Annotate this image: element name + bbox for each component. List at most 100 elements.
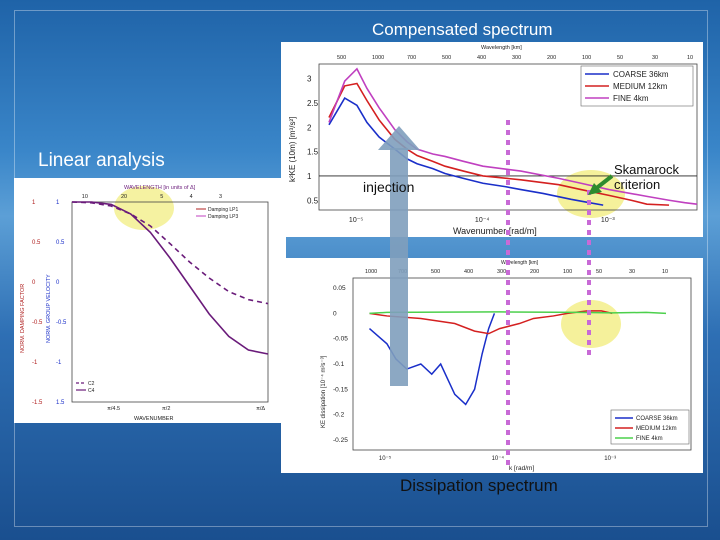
top-tick-label: 10 bbox=[687, 55, 693, 61]
top-axis-label: WAVELENGTH [in units of Δ] bbox=[124, 185, 196, 191]
top-axis-label: Wavelength [km] bbox=[481, 45, 522, 51]
y-tick-label: -0.2 bbox=[333, 412, 345, 419]
legend-entry: MEDIUM 12km bbox=[636, 426, 677, 432]
x-axis-label: k [rad/m] bbox=[509, 465, 534, 472]
x-tick-label: 10⁻⁴ bbox=[492, 455, 505, 462]
legend-entry: Damping LP3 bbox=[208, 214, 239, 220]
y-tick-label: 3 bbox=[307, 75, 312, 84]
legend-entry: MEDIUM 12km bbox=[613, 82, 668, 91]
bottom-tick-label: π/2 bbox=[162, 406, 170, 412]
y-tick-label: 2 bbox=[307, 123, 312, 132]
legend-entry: COARSE 36km bbox=[636, 416, 678, 422]
top-tick-label: 30 bbox=[629, 269, 635, 275]
injection-arrow-head bbox=[378, 126, 420, 150]
x-tick-label: 10⁻⁵ bbox=[379, 455, 392, 462]
series-line-coarse bbox=[328, 96, 604, 206]
x-tick-label: 10⁻³ bbox=[601, 217, 615, 224]
top-axis-label: Wavelength [km] bbox=[501, 260, 539, 266]
compensated-spectrum-panel: Wavelength [km] 500 1000 700 500 400 300 200 100… bbox=[281, 42, 703, 237]
left-tick-label: 1 bbox=[32, 200, 36, 206]
top-tick-label: 3 bbox=[219, 194, 222, 200]
y-axis-label-right: NORM. GROUP VELOCITY bbox=[46, 274, 52, 343]
top-tick-label: 300 bbox=[497, 269, 506, 275]
legend-entry: FINE 4km bbox=[613, 94, 649, 103]
top-tick-label: 500 bbox=[337, 55, 346, 61]
top-tick-label: 4 bbox=[190, 194, 193, 200]
top-tick-label: 100 bbox=[563, 269, 572, 275]
top-tick-label: 200 bbox=[547, 55, 556, 61]
series-line-c4 bbox=[72, 201, 269, 355]
top-tick-label: 10 bbox=[82, 194, 88, 200]
linear-analysis-panel: WAVELENGTH [in units of Δ] 10 20 5 4 3 π/4.5 π/… bbox=[14, 178, 286, 423]
plot-frame-bottom bbox=[352, 277, 692, 451]
y-tick-label: 0 bbox=[333, 310, 337, 317]
top-tick-label: 1000 bbox=[372, 55, 384, 61]
right-tick-label: 1.5 bbox=[56, 400, 65, 406]
top-tick-label: 50 bbox=[596, 269, 602, 275]
y-axis-label-left: NORM. DAMPING FACTOR bbox=[20, 284, 26, 353]
left-tick-label: -1 bbox=[32, 360, 38, 366]
y-axis-label: k²KE (10m) [m³/s²] bbox=[288, 117, 297, 182]
title-dissipation-spectrum: Dissipation spectrum bbox=[400, 476, 558, 495]
left-tick-label: 0.5 bbox=[32, 240, 41, 246]
y-axis-label: KE dissipation [10⁻⁴ m²s⁻³] bbox=[320, 355, 327, 428]
top-tick-label: 500 bbox=[431, 269, 440, 275]
y-tick-label: 2.5 bbox=[307, 99, 319, 108]
series-line-medium bbox=[328, 82, 670, 206]
top-tick-label: 700 bbox=[407, 55, 416, 61]
series-line-fine bbox=[369, 311, 667, 315]
legend-entry: C4 bbox=[88, 388, 95, 394]
top-tick-label: 100 bbox=[582, 55, 591, 61]
y-tick-label: -0.25 bbox=[333, 437, 348, 444]
left-tick-label: 0 bbox=[32, 280, 36, 286]
right-tick-label: -1 bbox=[56, 360, 62, 366]
right-tick-label: 1 bbox=[56, 200, 60, 206]
top-tick-label: 500 bbox=[442, 55, 451, 61]
x-tick-label: 10⁻⁵ bbox=[349, 217, 363, 224]
linear-analysis-chart: WAVELENGTH [in units of Δ]10 20 5 4 3π/4.5 π/… bbox=[20, 185, 269, 422]
top-tick-label: 30 bbox=[652, 55, 658, 61]
injection-label: injection bbox=[363, 179, 415, 195]
compensated-spectrum-chart: Wavelength [km]500 1000 700 500 400 300 200 100… bbox=[288, 45, 698, 236]
left-tick-label: -0.5 bbox=[32, 320, 43, 326]
series-line-c2 bbox=[71, 201, 269, 305]
x-axis-label: Wavenumber [rad/m] bbox=[453, 226, 537, 236]
series-line-fine bbox=[328, 67, 698, 205]
x-tick-label: 10⁻⁴ bbox=[475, 217, 490, 224]
right-tick-label: 0 bbox=[56, 280, 60, 286]
y-tick-label: -0.05 bbox=[333, 336, 348, 343]
plot-frame-left bbox=[71, 201, 269, 403]
series-line-medium bbox=[369, 310, 613, 335]
legend-entry: COARSE 36km bbox=[613, 70, 669, 79]
top-tick-label: 300 bbox=[512, 55, 521, 61]
y-tick-label: 1 bbox=[307, 172, 312, 181]
title-linear-analysis: Linear analysis bbox=[38, 150, 165, 171]
right-tick-label: 0.5 bbox=[56, 240, 65, 246]
y-tick-label: 1.5 bbox=[307, 148, 319, 157]
top-tick-label: 1000 bbox=[365, 269, 377, 275]
skamarock-arrow-head bbox=[588, 183, 602, 195]
top-tick-label: 50 bbox=[617, 55, 623, 61]
legend-entry: C2 bbox=[88, 381, 95, 387]
top-tick-label: 400 bbox=[477, 55, 486, 61]
legend-entry: Damping LP1 bbox=[208, 207, 239, 213]
skamarock-label: Skamarock criterion bbox=[614, 162, 680, 192]
injection-arrow-shaft bbox=[390, 148, 408, 386]
x-tick-label: 10⁻³ bbox=[604, 456, 616, 462]
top-tick-label: 5 bbox=[160, 194, 163, 200]
legend-entry: FINE 4km bbox=[636, 436, 663, 442]
top-tick-label: 10 bbox=[662, 269, 668, 275]
y-tick-label: -0.1 bbox=[333, 361, 345, 368]
left-tick-label: -1.5 bbox=[32, 400, 43, 406]
y-tick-label: -0.15 bbox=[333, 386, 348, 393]
bottom-tick-label: π/Δ bbox=[256, 406, 265, 412]
right-tick-label: -0.5 bbox=[56, 320, 67, 326]
top-tick-label: 400 bbox=[464, 269, 473, 275]
top-tick-label: 20 bbox=[121, 194, 127, 200]
title-compensated-spectrum: Compensated spectrum bbox=[372, 20, 553, 39]
highlight-ellipse-left bbox=[114, 186, 174, 230]
y-tick-label: 0.5 bbox=[307, 196, 319, 205]
bottom-tick-label: π/4.5 bbox=[107, 406, 120, 412]
dissipation-spectrum-panel: Wavelength [km]1000700500400300200100503… bbox=[281, 258, 703, 473]
